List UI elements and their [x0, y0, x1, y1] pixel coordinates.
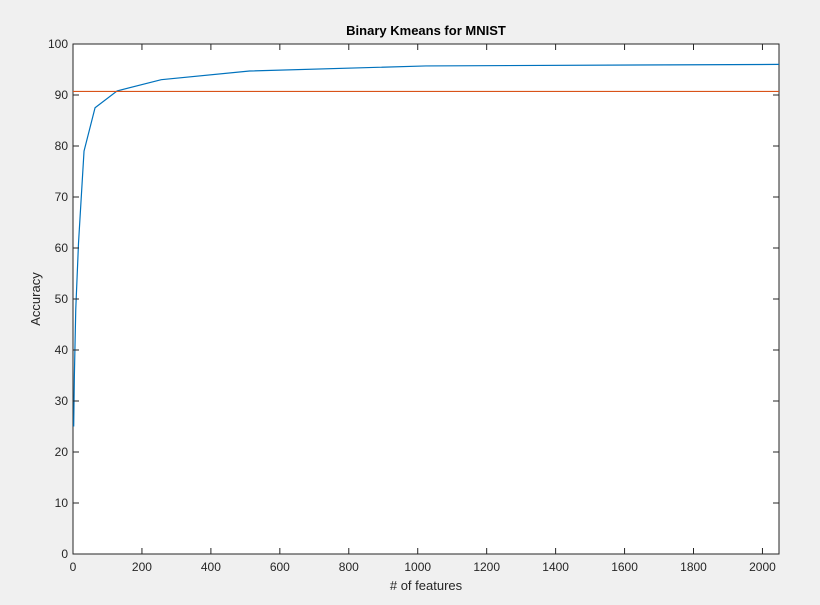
x-tick-label: 600 — [270, 560, 290, 574]
x-tick-label: 1400 — [542, 560, 569, 574]
y-tick-label: 50 — [55, 292, 69, 306]
x-tick-label: 1800 — [680, 560, 707, 574]
y-tick-label: 40 — [55, 343, 69, 357]
chart-title: Binary Kmeans for MNIST — [346, 23, 506, 38]
x-tick-label: 800 — [339, 560, 359, 574]
x-tick-label: 2000 — [749, 560, 776, 574]
y-tick-label: 80 — [55, 139, 69, 153]
x-axis-label: # of features — [390, 578, 463, 593]
y-tick-label: 70 — [55, 190, 69, 204]
series-layer — [73, 63, 780, 427]
y-tick-label: 60 — [55, 241, 69, 255]
accuracy-line — [73, 63, 780, 427]
y-tick-label: 90 — [55, 88, 69, 102]
x-tick-label: 400 — [201, 560, 221, 574]
x-tick-label: 1200 — [473, 560, 500, 574]
x-axis-ticks: 0 200 400 600 800 1000 1200 1400 1600 1800 2000 — [70, 44, 776, 574]
y-axis-label: Accuracy — [28, 272, 43, 326]
y-tick-label: 30 — [55, 394, 69, 408]
y-tick-label: 0 — [61, 547, 68, 561]
plot-area — [72, 43, 780, 555]
y-tick-label: 100 — [48, 37, 68, 51]
x-tick-label: 200 — [132, 560, 152, 574]
y-axis-ticks: 0 10 20 30 40 50 60 70 80 90 100 — [48, 37, 779, 561]
x-tick-label: 1600 — [611, 560, 638, 574]
y-tick-label: 10 — [55, 496, 69, 510]
y-tick-label: 20 — [55, 445, 69, 459]
x-tick-label: 0 — [70, 560, 77, 574]
x-tick-label: 1000 — [404, 560, 431, 574]
